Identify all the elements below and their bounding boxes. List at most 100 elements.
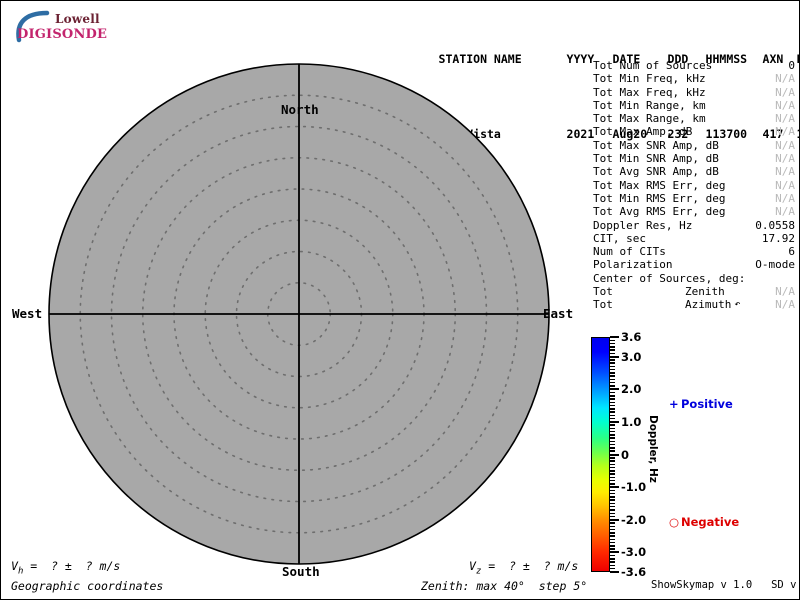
- stat-value: N/A: [775, 165, 795, 179]
- colorbar-minor-tick: [610, 564, 615, 567]
- skymap-canvas[interactable]: [9, 59, 589, 571]
- header-col-ddd: DDD: [667, 52, 689, 66]
- colorbar-minor-tick: [610, 349, 615, 351]
- colorbar-minor-tick: [610, 447, 615, 449]
- vz-value: = ? ± ? m/s: [481, 559, 579, 573]
- colorbar-minor-tick: [610, 489, 615, 492]
- center-of-sources-heading: Center of Sources, deg:: [593, 271, 746, 285]
- colorbar-minor-tick: [610, 401, 615, 404]
- center-azimuth-name: Azimuth: [685, 298, 732, 312]
- colorbar-minor-tick: [610, 404, 615, 407]
- stat-value: O-mode: [755, 258, 795, 272]
- compass-label-south: South: [282, 564, 320, 579]
- colorbar-minor-tick: [610, 548, 615, 550]
- colorbar-minor-tick: [610, 378, 615, 381]
- header-col-station-name: STATION NAME: [438, 52, 522, 66]
- doppler-colorbar-ticks: [610, 336, 619, 573]
- stat-row: Doppler Res, Hz 0.0558: [593, 219, 795, 232]
- stat-row: Tot Min SNR Amp, dB N/A: [593, 152, 795, 165]
- stat-value: N/A: [775, 152, 795, 166]
- colorbar-major-tick: [610, 551, 619, 554]
- colorbar-minor-tick: [610, 450, 615, 452]
- colorbar-minor-tick: [610, 365, 615, 368]
- colorbar-major-tick: [610, 571, 619, 573]
- colorbar-tick-label: -2.0: [621, 512, 647, 527]
- colorbar-major-tick: [610, 518, 619, 521]
- colorbar-minor-tick: [610, 359, 615, 361]
- stat-value: N/A: [775, 72, 795, 86]
- vh-subscript: h: [17, 566, 24, 577]
- colorbar-minor-tick: [610, 532, 615, 534]
- colorbar-minor-tick: [610, 567, 615, 570]
- legend-item-negative: ○ Negative: [669, 515, 739, 529]
- colorbar-minor-tick: [610, 342, 615, 345]
- stat-row: Tot Min Freq, kHz N/A: [593, 72, 795, 85]
- colorbar-minor-tick: [610, 541, 615, 544]
- horizontal-velocity-readout: Vh = ? ± ? m/s: [11, 559, 120, 576]
- vh-symbol: V: [11, 559, 18, 573]
- colorbar-minor-tick: [610, 525, 615, 528]
- colorbar-minor-tick: [610, 414, 615, 417]
- center-zenith-value: N/A: [775, 285, 795, 299]
- colorbar-minor-tick: [610, 411, 615, 413]
- colorbar-minor-tick: [610, 473, 615, 475]
- center-of-sources-zenith-row: Tot Zenith N/A: [593, 285, 795, 298]
- stat-label: Tot Max Freq, kHz: [593, 85, 706, 99]
- colorbar-minor-tick: [610, 528, 615, 531]
- colorbar-minor-tick: [610, 443, 615, 446]
- software-version-label: ShowSkymap v 1.0 SD v 5.1: [651, 579, 797, 591]
- colorbar-tick-label: -3.6: [621, 565, 647, 579]
- colorbar-major-tick: [610, 355, 619, 358]
- stat-row: Tot Max Freq, kHz N/A: [593, 86, 795, 99]
- colorbar-tick-label: 3.6: [621, 330, 642, 344]
- stat-row: Tot Max SNR Amp, dB N/A: [593, 139, 795, 152]
- doppler-colorbar-title: Doppler, Hz: [647, 415, 659, 483]
- colorbar-tick-label: 0: [621, 447, 630, 462]
- colorbar-minor-tick: [610, 509, 615, 511]
- compass-label-west: West: [12, 306, 43, 321]
- skymap-polar-plot[interactable]: North South West East: [9, 59, 589, 579]
- colorbar-minor-tick: [610, 437, 615, 439]
- stat-label: Tot Avg RMS Err, deg: [593, 205, 726, 219]
- stat-label: Num of CITs: [593, 245, 666, 259]
- colorbar-minor-tick: [610, 398, 615, 400]
- stat-row: Tot Min Range, km N/A: [593, 99, 795, 112]
- colorbar-minor-tick: [610, 502, 615, 505]
- colorbar-tick-label: 1.0: [621, 414, 642, 429]
- stat-row: Tot Num of Sources 0: [593, 59, 795, 72]
- stat-row: Tot Avg SNR Amp, dB N/A: [593, 165, 795, 178]
- colorbar-minor-tick: [610, 558, 615, 560]
- stat-value: 6: [788, 245, 795, 259]
- stat-row: Tot Min RMS Err, deg N/A: [593, 192, 795, 205]
- doppler-colorbar: Doppler, Hz 3.6 3.0 2.0 1.0 0 -1.0 -2.0 -3.0 -3.…: [591, 330, 659, 579]
- stat-value: N/A: [775, 191, 795, 205]
- stat-row: Tot Max RMS Err, deg N/A: [593, 179, 795, 192]
- colorbar-minor-tick: [610, 346, 615, 348]
- statistics-panel: Tot Num of Sources 0 Tot Min Freq, kHz N/A…: [593, 59, 795, 312]
- colorbar-minor-tick: [610, 499, 615, 501]
- vz-subscript: z: [475, 566, 482, 577]
- colorbar-minor-tick: [610, 463, 615, 466]
- colorbar-minor-tick: [610, 476, 615, 479]
- colorbar-minor-tick: [610, 381, 615, 384]
- header-val-pps: 100: [797, 127, 800, 142]
- stat-value: 0.0558: [755, 218, 795, 232]
- stat-value: 0: [788, 59, 795, 72]
- colorbar-minor-tick: [610, 554, 615, 557]
- colorbar-minor-tick: [610, 440, 615, 443]
- colorbar-major-tick: [610, 420, 619, 423]
- stat-value: N/A: [775, 112, 795, 126]
- colorbar-tick-label: 2.0: [621, 382, 642, 397]
- vz-symbol: V: [469, 559, 476, 573]
- lowell-digisonde-logo: Lowell DIGISONDE: [11, 6, 121, 46]
- legend-positive-label: Positive: [681, 397, 733, 411]
- header-col-yyyy: YYYY: [566, 52, 595, 66]
- stat-value: 17.92: [761, 231, 795, 245]
- legend-negative-label: Negative: [681, 515, 740, 529]
- counterclockwise-arrow-icon: ↶: [734, 299, 741, 311]
- center-zenith-name: Zenith: [685, 285, 725, 299]
- stat-row: Num of CITs 6: [593, 245, 795, 258]
- stat-label: Doppler Res, Hz: [593, 218, 693, 232]
- colorbar-minor-tick: [610, 385, 615, 387]
